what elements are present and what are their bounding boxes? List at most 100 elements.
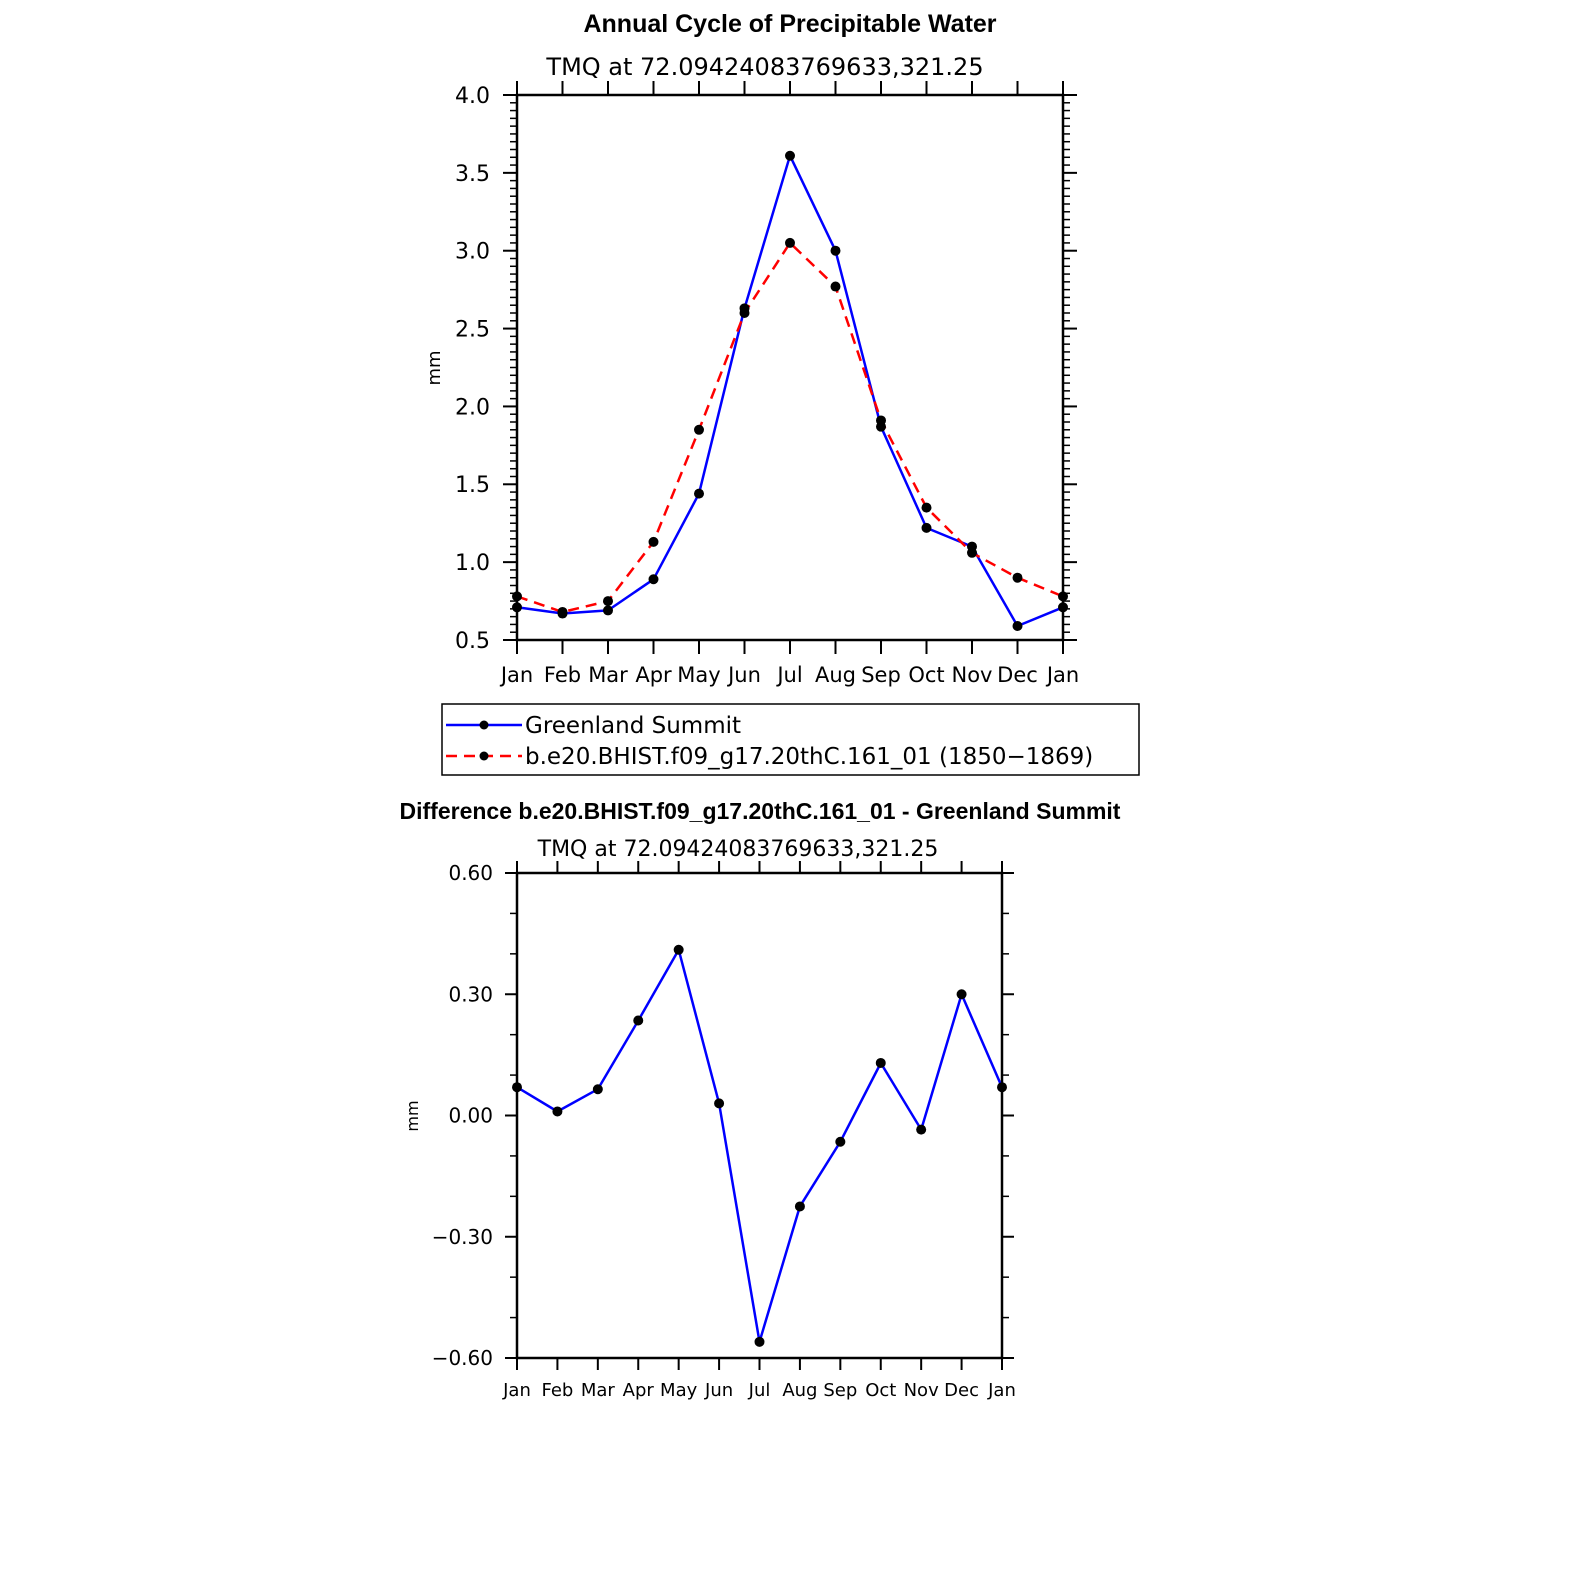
data-point-series-1 (557, 606, 568, 617)
data-point-series-0 (512, 602, 522, 613)
chart-difference: Difference b.e20.BHIST.f09_g17.20thC.161… (400, 798, 1121, 1401)
x-tick-label: Jan (987, 1380, 1016, 1401)
data-point-series-0 (916, 1124, 927, 1135)
y-tick-label: 2.0 (455, 395, 490, 420)
x-tick-label: Dec (997, 663, 1038, 687)
data-point-series-1 (512, 591, 522, 602)
chart-axes: Jan Feb Mar Apr May Jun Jul Aug Sep Oct Nov Dec Jan−… (432, 861, 1016, 1401)
data-point-series-0 (875, 1057, 886, 1068)
x-tick-label: Sep (823, 1380, 857, 1401)
plot-frame (515, 871, 1004, 1360)
legend-entry-greenland-summit: Greenland Summit (446, 713, 741, 739)
x-tick-label: Oct (865, 1380, 896, 1401)
y-tick-label: 4.0 (455, 84, 490, 109)
data-point-series-1 (603, 596, 613, 607)
y-tick-label: 3.0 (455, 240, 490, 265)
x-tick-label: Jan (1045, 663, 1079, 687)
x-tick-label: Aug (782, 1380, 817, 1401)
data-point-series-1 (967, 547, 977, 558)
data-point-series-0 (956, 989, 967, 1000)
data-point-series-1 (785, 237, 795, 248)
x-tick-label: Jan (502, 1380, 531, 1401)
series-line-0 (516, 154, 1064, 628)
data-point-series-1 (921, 502, 932, 513)
data-point-series-0 (592, 1084, 603, 1095)
y-tick-label: 0.30 (448, 982, 493, 1006)
data-point-series-1 (694, 424, 704, 435)
y-axis-label: mm (424, 350, 445, 385)
y-tick-label: 1.0 (455, 551, 490, 576)
data-point-series-0 (512, 1082, 522, 1093)
data-point-series-0 (673, 944, 684, 955)
legend-label-model: b.e20.BHIST.f09_g17.20thC.161_01 (1850−1… (525, 744, 1093, 770)
data-point-series-0 (648, 574, 659, 585)
y-tick-label: 3.5 (455, 162, 490, 187)
x-tick-label: May (677, 663, 720, 687)
x-tick-label: Mar (588, 663, 628, 687)
x-tick-label: Jun (726, 663, 761, 687)
y-tick-label: 0.00 (448, 1104, 493, 1128)
x-tick-label: Jan (499, 663, 533, 687)
data-point-series-0 (794, 1201, 805, 1212)
y-tick-label: 0.60 (448, 861, 493, 885)
data-point-series-0 (714, 1098, 725, 1109)
y-tick-label: −0.60 (432, 1346, 493, 1370)
data-point-series-0 (997, 1082, 1007, 1093)
plot-frame (515, 93, 1065, 642)
data-point-series-1 (739, 308, 750, 318)
x-tick-label: Mar (581, 1380, 616, 1401)
x-tick-label: Jul (748, 1380, 771, 1401)
x-tick-label: Apr (635, 663, 672, 687)
x-tick-label: May (660, 1380, 698, 1401)
data-point-series-0 (835, 1136, 846, 1147)
x-tick-label: Nov (952, 663, 993, 687)
x-tick-label: Aug (815, 663, 856, 687)
legend: Greenland Summit b.e20.BHIST.f09_g17.20t… (441, 703, 1140, 776)
data-point-series-0 (694, 488, 704, 499)
chart-subtitle: TMQ at 72.09424083769633,321.25 (537, 837, 939, 862)
y-axis-label: mm (403, 1100, 422, 1131)
data-point-series-1 (648, 536, 659, 547)
chart-series (512, 150, 1068, 631)
legend-label-greenland-summit: Greenland Summit (525, 713, 741, 739)
y-tick-label: 0.5 (455, 629, 490, 654)
chart-annual-cycle: Annual Cycle of Precipitable Water TMQ a… (424, 10, 1140, 776)
legend-marker-greenland-summit (479, 720, 489, 730)
data-point-series-0 (830, 245, 841, 256)
data-point-series-0 (633, 1015, 644, 1026)
chart-axes: Jan Feb Mar Apr May Jun Jul Aug Sep Oct Nov Dec Jan 0… (455, 81, 1079, 687)
y-tick-label: 2.5 (455, 317, 490, 342)
data-point-series-1 (830, 281, 841, 292)
data-point-series-1 (876, 415, 886, 426)
data-point-series-0 (552, 1106, 563, 1117)
y-tick-label: 1.5 (455, 473, 490, 498)
chart-title: Annual Cycle of Precipitable Water (583, 10, 996, 38)
x-tick-label: Feb (544, 663, 581, 687)
data-point-series-0 (1058, 602, 1068, 613)
series-line-1 (516, 241, 1064, 614)
x-tick-label: Apr (623, 1380, 655, 1401)
x-tick-label: Feb (541, 1380, 573, 1401)
chart-title: Difference b.e20.BHIST.f09_g17.20thC.161… (400, 798, 1121, 824)
x-tick-label: Jun (704, 1380, 733, 1401)
legend-box (441, 703, 1140, 776)
data-point-series-0 (603, 605, 613, 616)
data-point-series-0 (1012, 620, 1023, 631)
legend-entry-model: b.e20.BHIST.f09_g17.20thC.161_01 (1850−1… (446, 744, 1093, 770)
data-point-series-0 (785, 150, 795, 161)
y-tick-label: −0.30 (432, 1225, 493, 1249)
x-tick-label: Oct (908, 663, 944, 687)
legend-marker-model (479, 751, 489, 761)
series-line-0 (516, 948, 1004, 1344)
x-tick-label: Sep (861, 663, 901, 687)
data-point-series-0 (754, 1336, 765, 1347)
data-point-series-0 (921, 522, 932, 533)
chart-series (512, 944, 1007, 1347)
x-tick-label: Nov (904, 1380, 939, 1401)
data-point-series-1 (1012, 572, 1023, 583)
chart-subtitle: TMQ at 72.09424083769633,321.25 (545, 53, 983, 81)
x-tick-label: Jul (775, 663, 802, 687)
data-point-series-1 (1058, 591, 1068, 602)
x-tick-label: Dec (944, 1380, 979, 1401)
